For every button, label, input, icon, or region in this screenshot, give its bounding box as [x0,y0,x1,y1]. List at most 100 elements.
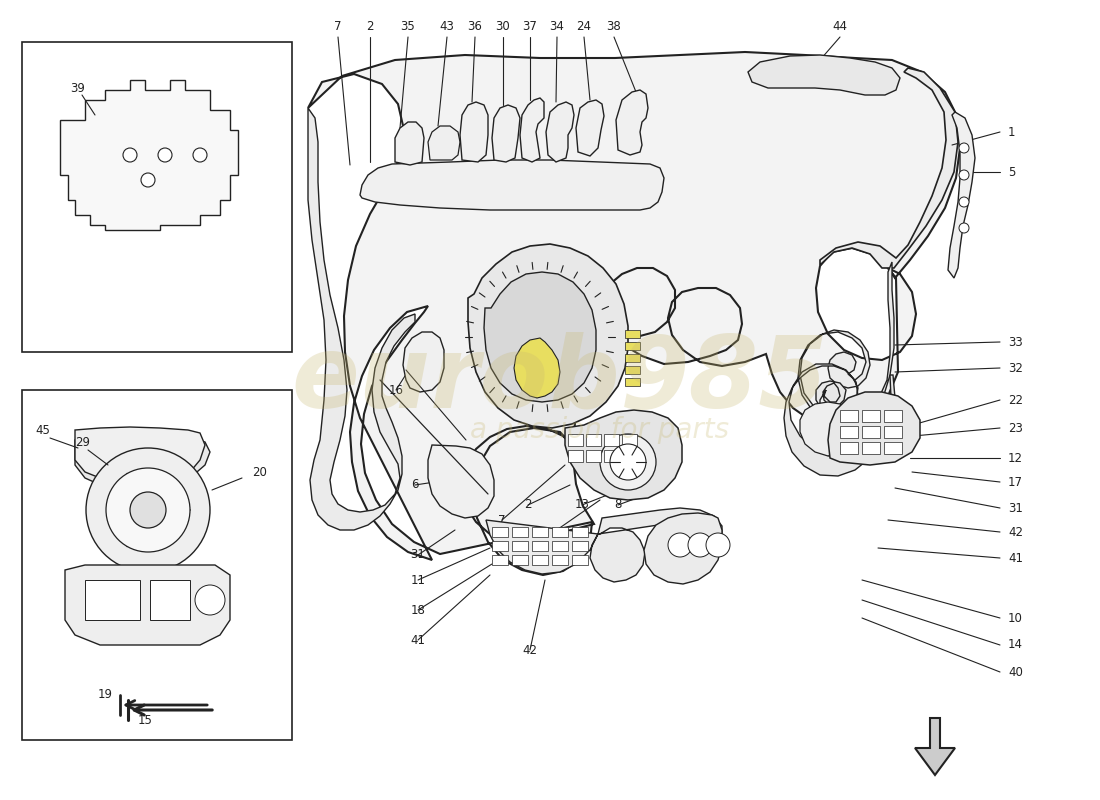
Circle shape [688,533,712,557]
Polygon shape [514,338,560,398]
Bar [586,434,601,446]
Polygon shape [915,718,955,775]
Polygon shape [395,122,424,165]
Circle shape [959,197,969,207]
Text: 24: 24 [576,21,592,34]
Text: 33: 33 [1008,335,1023,349]
Polygon shape [948,112,975,278]
Circle shape [668,533,692,557]
Bar [568,434,583,446]
Bar [568,450,583,462]
Text: 22: 22 [1008,394,1023,406]
Text: 10: 10 [1008,611,1023,625]
Circle shape [959,223,969,233]
Text: 30: 30 [496,21,510,34]
Polygon shape [60,80,238,230]
Polygon shape [468,244,628,428]
Bar [150,580,190,620]
Text: 45: 45 [35,425,51,438]
Circle shape [130,492,166,528]
Text: 8: 8 [614,498,622,511]
Bar [572,527,588,537]
Bar [492,527,508,537]
Polygon shape [460,102,488,162]
Text: 31: 31 [1008,502,1023,514]
Bar [884,410,902,422]
Circle shape [195,585,226,615]
Bar [884,426,902,438]
Bar [625,366,640,374]
Bar [625,330,640,338]
Polygon shape [546,102,574,162]
Polygon shape [65,565,230,645]
Text: 2: 2 [366,21,374,34]
Bar [840,426,858,438]
Bar [862,410,880,422]
Text: 36: 36 [468,21,483,34]
Text: 43: 43 [440,21,454,34]
Polygon shape [616,90,648,155]
Circle shape [141,173,155,187]
Circle shape [192,148,207,162]
Bar [862,442,880,454]
Text: 12: 12 [1008,451,1023,465]
Bar [884,442,902,454]
Text: 5: 5 [1008,166,1015,178]
Text: 23: 23 [1008,422,1023,434]
Text: 40: 40 [1008,666,1023,678]
Text: 2: 2 [525,498,531,511]
Bar [604,434,619,446]
Circle shape [123,148,138,162]
Bar [572,555,588,565]
Circle shape [959,143,969,153]
Text: 1: 1 [1008,126,1015,138]
Circle shape [610,444,646,480]
Bar [572,541,588,551]
Text: 13: 13 [574,498,590,511]
Text: 985: 985 [620,331,829,429]
Text: 39: 39 [70,82,86,94]
Text: 18: 18 [410,603,426,617]
Text: 6: 6 [411,478,419,491]
Bar [22,390,292,740]
Bar [862,426,880,438]
Polygon shape [486,508,722,582]
Polygon shape [75,427,205,480]
Bar [532,555,548,565]
Polygon shape [308,52,960,575]
Polygon shape [748,55,900,95]
Bar [532,527,548,537]
Bar [840,410,858,422]
Text: 15: 15 [138,714,153,726]
Text: eurob: eurob [292,331,620,429]
Text: 38: 38 [606,21,621,34]
Polygon shape [798,262,894,428]
Text: 41: 41 [1008,551,1023,565]
Text: 17: 17 [1008,475,1023,489]
Text: 35: 35 [400,21,416,34]
Polygon shape [644,513,722,584]
Text: 7: 7 [334,21,342,34]
Bar [625,342,640,350]
Bar [625,378,640,386]
Polygon shape [828,392,920,465]
Bar [85,580,140,620]
Text: 44: 44 [833,21,847,34]
Polygon shape [484,272,596,402]
Text: a passion for parts: a passion for parts [471,416,729,444]
Circle shape [706,533,730,557]
Bar [552,541,568,551]
Polygon shape [360,160,664,210]
Text: 42: 42 [1008,526,1023,538]
Bar [512,541,528,551]
Circle shape [158,148,172,162]
Bar [625,354,640,362]
Text: 37: 37 [522,21,538,34]
Polygon shape [520,98,544,162]
Text: 34: 34 [550,21,564,34]
Polygon shape [576,100,604,156]
Bar [492,555,508,565]
Circle shape [959,170,969,180]
Polygon shape [492,105,520,162]
Text: 7: 7 [498,514,506,526]
